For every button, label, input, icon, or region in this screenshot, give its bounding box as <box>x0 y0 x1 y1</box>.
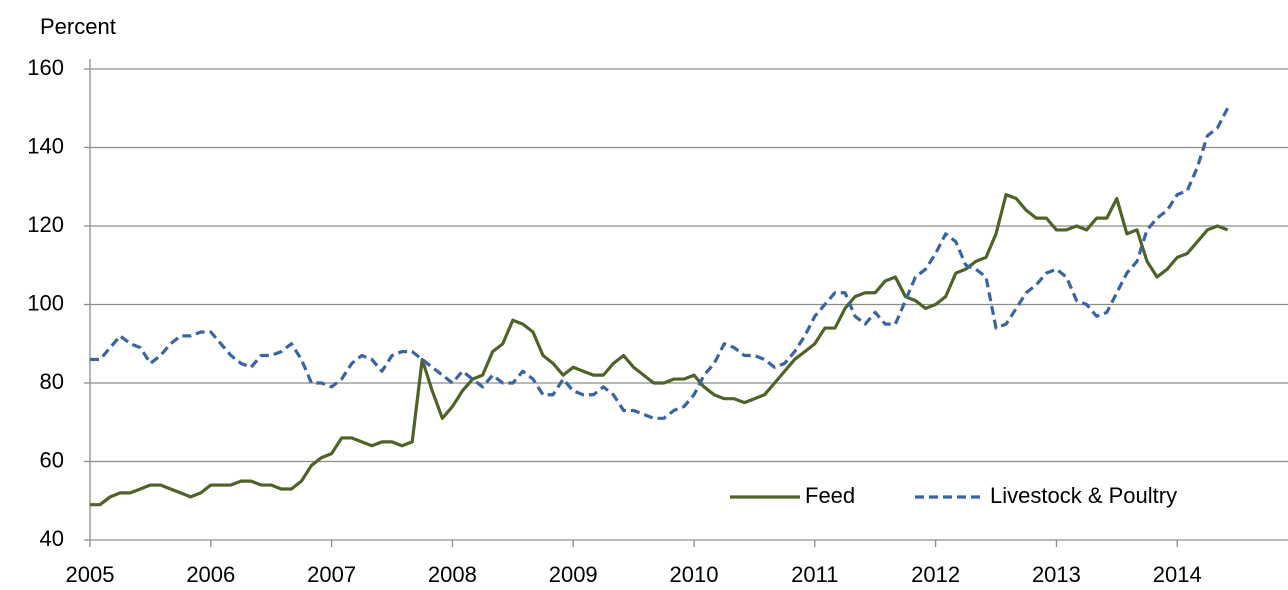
x-tick-label: 2008 <box>428 562 477 587</box>
legend-label: Feed <box>805 483 855 508</box>
x-tick-label: 2011 <box>791 562 838 587</box>
y-tick-label: 60 <box>40 447 64 472</box>
series-line <box>90 193 1229 507</box>
y-tick-label: 160 <box>27 55 64 80</box>
y-tick-label: 120 <box>27 212 64 237</box>
x-tick-label: 2010 <box>670 562 719 587</box>
y-tick-label: 140 <box>27 133 64 158</box>
x-tick-label: 2005 <box>66 562 115 587</box>
y-axis-label: Percent <box>40 14 116 39</box>
y-tick-label: 100 <box>27 290 64 315</box>
y-tick-label: 80 <box>40 369 64 394</box>
x-tick-label: 2014 <box>1153 562 1202 587</box>
x-tick-label: 2013 <box>1032 562 1081 587</box>
legend-label: Livestock & Poultry <box>990 483 1177 508</box>
series-line <box>90 107 1230 420</box>
x-tick-label: 2012 <box>911 562 960 587</box>
x-tick-label: 2007 <box>307 562 356 587</box>
x-tick-label: 2006 <box>186 562 235 587</box>
y-tick-label: 40 <box>40 526 64 551</box>
x-tick-label: 2009 <box>549 562 598 587</box>
